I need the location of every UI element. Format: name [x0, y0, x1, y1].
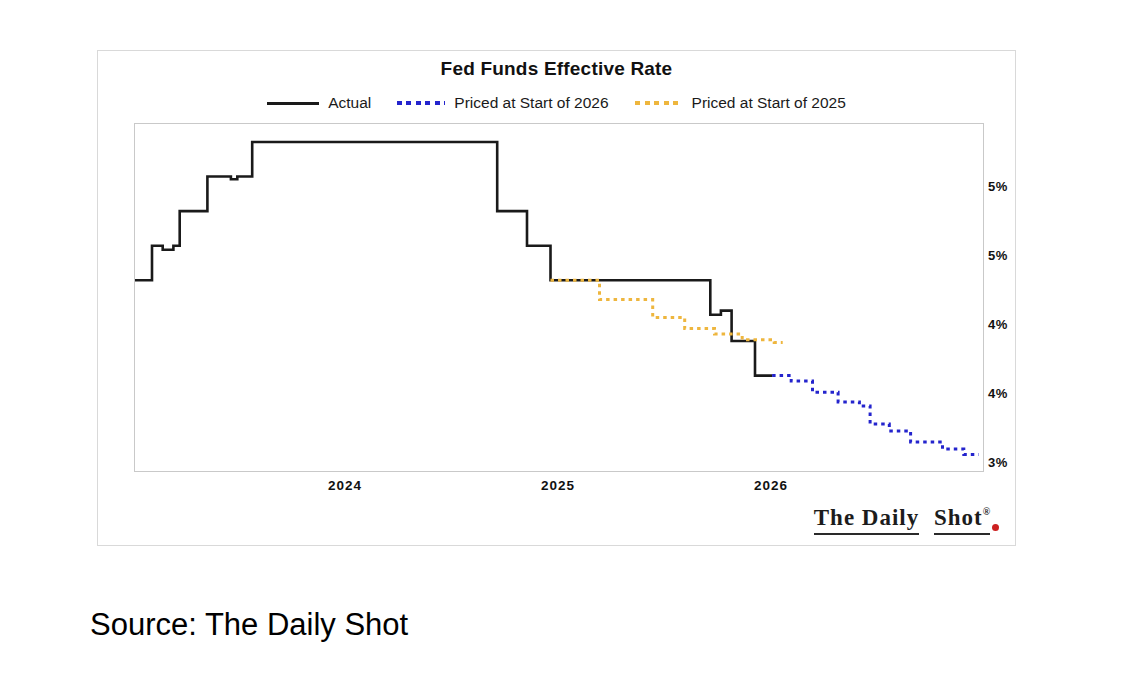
y-axis-tick-label: 4% — [988, 317, 1032, 332]
legend-item-priced-2026: Priced at Start of 2026 — [397, 94, 608, 112]
legend-label-actual: Actual — [328, 94, 371, 112]
y-axis-tick-label: 5% — [988, 248, 1032, 263]
registered-trademark-symbol: ® — [983, 506, 990, 517]
legend-swatch-priced-2026-line — [397, 101, 445, 105]
x-axis-tick-label: 2025 — [526, 478, 590, 493]
logo-red-dot-icon — [992, 524, 999, 531]
legend-label-priced-2025: Priced at Start of 2025 — [692, 94, 846, 112]
chart-title: Fed Funds Effective Rate — [98, 58, 1015, 80]
y-axis-tick-label: 4% — [988, 386, 1032, 401]
chart-card: Fed Funds Effective Rate Actual Priced a… — [97, 50, 1016, 546]
legend-swatch-actual-line — [267, 102, 319, 105]
y-axis-tick-label: 3% — [988, 455, 1032, 470]
legend-item-priced-2025: Priced at Start of 2025 — [635, 94, 846, 112]
logo-text-shot: Shot® — [934, 505, 990, 535]
series-line-priced-at-start-of-2025 — [551, 280, 783, 342]
legend-label-priced-2026: Priced at Start of 2026 — [454, 94, 608, 112]
plot-area — [134, 123, 984, 472]
daily-shot-logo: The Daily Shot® — [814, 505, 999, 535]
chart-legend: Actual Priced at Start of 2026 Priced at… — [98, 92, 1015, 114]
series-line-actual — [135, 142, 772, 376]
series-line-priced-at-start-of-2026 — [772, 376, 979, 455]
y-axis-tick-label: 5% — [988, 179, 1032, 194]
x-axis-tick-label: 2024 — [313, 478, 377, 493]
source-caption: Source: The Daily Shot — [90, 607, 408, 643]
fed-funds-chart — [135, 124, 983, 471]
logo-text-the-daily: The Daily — [814, 505, 919, 535]
x-axis-tick-label: 2026 — [739, 478, 803, 493]
legend-item-actual: Actual — [267, 94, 371, 112]
legend-swatch-priced-2025-line — [635, 101, 683, 105]
